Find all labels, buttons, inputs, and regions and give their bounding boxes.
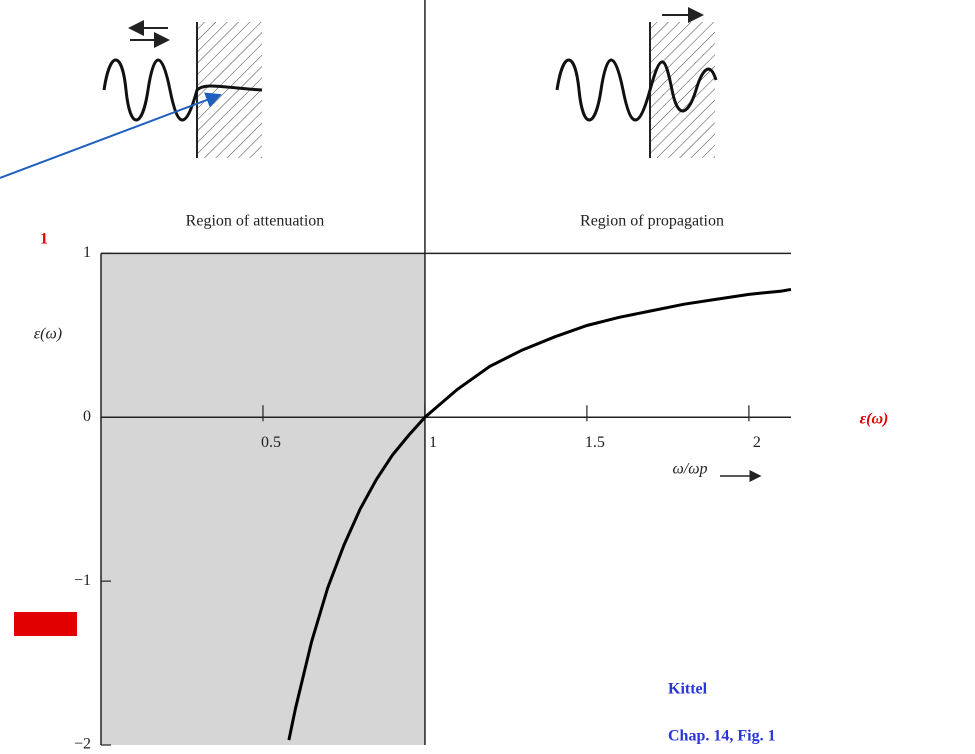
annotation-one: 1: [40, 231, 48, 248]
wave-illustrations: [0, 15, 716, 178]
chart: −2 −1 0 1 0.5 1 1.5 2 Region of attenuation Reg…: [0, 0, 975, 754]
x-tick-label: 1: [429, 434, 437, 451]
hatch-right: [650, 22, 715, 158]
x-axis-label: ω/ωp: [672, 461, 707, 478]
shaded-region: [101, 253, 425, 745]
y-tick-label: 1: [83, 244, 91, 261]
annotation-epsilon: ε(ω): [860, 411, 889, 428]
y-axis-label: ε(ω): [34, 326, 62, 343]
x-tick-label: 0.5: [261, 434, 281, 451]
y-tick-label: 0: [83, 408, 91, 425]
minus-sign: [14, 612, 77, 636]
region-label: Region of attenuation: [186, 213, 325, 230]
citation: Kittel: [668, 681, 708, 698]
y-tick-label: −2: [74, 736, 91, 753]
citation: Chap. 14, Fig. 1: [668, 728, 776, 745]
region-label: Region of propagation: [580, 213, 724, 230]
x-tick-label: 1.5: [585, 434, 605, 451]
x-tick-label: 2: [753, 434, 761, 451]
pointer-arrow: [0, 95, 220, 178]
y-tick-label: −1: [74, 572, 91, 589]
